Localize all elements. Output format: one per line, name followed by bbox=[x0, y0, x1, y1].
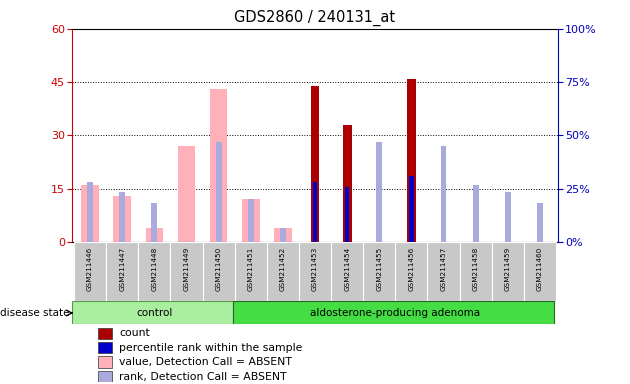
Text: value, Detection Call = ABSENT: value, Detection Call = ABSENT bbox=[119, 357, 292, 367]
Bar bbox=[72, 301, 233, 324]
Text: GSM211458: GSM211458 bbox=[472, 247, 479, 291]
Bar bbox=[395, 242, 427, 301]
Text: GSM211454: GSM211454 bbox=[344, 247, 350, 291]
Bar bbox=[524, 242, 556, 301]
Bar bbox=[459, 242, 491, 301]
Text: aldosterone-producing adenoma: aldosterone-producing adenoma bbox=[310, 308, 481, 318]
Text: GSM211448: GSM211448 bbox=[151, 247, 158, 291]
Text: percentile rank within the sample: percentile rank within the sample bbox=[119, 343, 302, 353]
Text: GSM211446: GSM211446 bbox=[87, 247, 93, 291]
Bar bbox=[312, 182, 318, 242]
Bar bbox=[215, 142, 222, 242]
Bar bbox=[203, 242, 235, 301]
Bar bbox=[409, 176, 414, 242]
Text: control: control bbox=[136, 308, 173, 318]
Text: GSM211453: GSM211453 bbox=[312, 247, 318, 291]
Bar bbox=[74, 242, 106, 301]
Bar bbox=[235, 242, 267, 301]
Bar bbox=[98, 342, 112, 353]
Bar bbox=[87, 182, 93, 242]
Bar bbox=[210, 89, 227, 242]
Bar bbox=[139, 242, 171, 301]
Bar bbox=[113, 196, 131, 242]
Bar bbox=[537, 203, 543, 242]
Bar bbox=[81, 185, 99, 242]
Bar bbox=[376, 142, 382, 242]
Bar bbox=[98, 328, 112, 339]
Text: GSM211460: GSM211460 bbox=[537, 247, 543, 291]
Bar bbox=[267, 242, 299, 301]
Bar bbox=[248, 199, 254, 242]
Bar bbox=[363, 242, 395, 301]
Text: GSM211450: GSM211450 bbox=[215, 247, 222, 291]
Bar bbox=[233, 301, 554, 324]
Text: GSM211451: GSM211451 bbox=[248, 247, 254, 291]
Bar bbox=[98, 371, 112, 382]
Bar bbox=[178, 146, 195, 242]
Bar bbox=[119, 192, 125, 242]
Bar bbox=[472, 185, 479, 242]
Text: disease state: disease state bbox=[0, 308, 69, 318]
Bar bbox=[407, 78, 416, 242]
Bar bbox=[311, 86, 319, 242]
Text: GSM211456: GSM211456 bbox=[408, 247, 415, 291]
Text: GSM211459: GSM211459 bbox=[505, 247, 511, 291]
Bar bbox=[171, 242, 203, 301]
Bar bbox=[274, 228, 292, 242]
Text: GDS2860 / 240131_at: GDS2860 / 240131_at bbox=[234, 10, 396, 26]
Text: GSM211447: GSM211447 bbox=[119, 247, 125, 291]
Text: rank, Detection Call = ABSENT: rank, Detection Call = ABSENT bbox=[119, 371, 287, 382]
Text: GSM211455: GSM211455 bbox=[376, 247, 382, 291]
Bar bbox=[106, 242, 139, 301]
Bar bbox=[98, 356, 112, 367]
Text: GSM211449: GSM211449 bbox=[183, 247, 190, 291]
Bar bbox=[343, 125, 352, 242]
Bar bbox=[505, 192, 511, 242]
Bar bbox=[280, 228, 286, 242]
Bar bbox=[146, 228, 163, 242]
Bar bbox=[427, 242, 459, 301]
Bar bbox=[491, 242, 524, 301]
Bar bbox=[242, 199, 260, 242]
Text: count: count bbox=[119, 328, 150, 338]
Bar bbox=[440, 146, 447, 242]
Text: GSM211452: GSM211452 bbox=[280, 247, 286, 291]
Bar bbox=[151, 203, 158, 242]
Bar bbox=[331, 242, 363, 301]
Text: GSM211457: GSM211457 bbox=[440, 247, 447, 291]
Bar bbox=[299, 242, 331, 301]
Bar bbox=[345, 187, 350, 242]
